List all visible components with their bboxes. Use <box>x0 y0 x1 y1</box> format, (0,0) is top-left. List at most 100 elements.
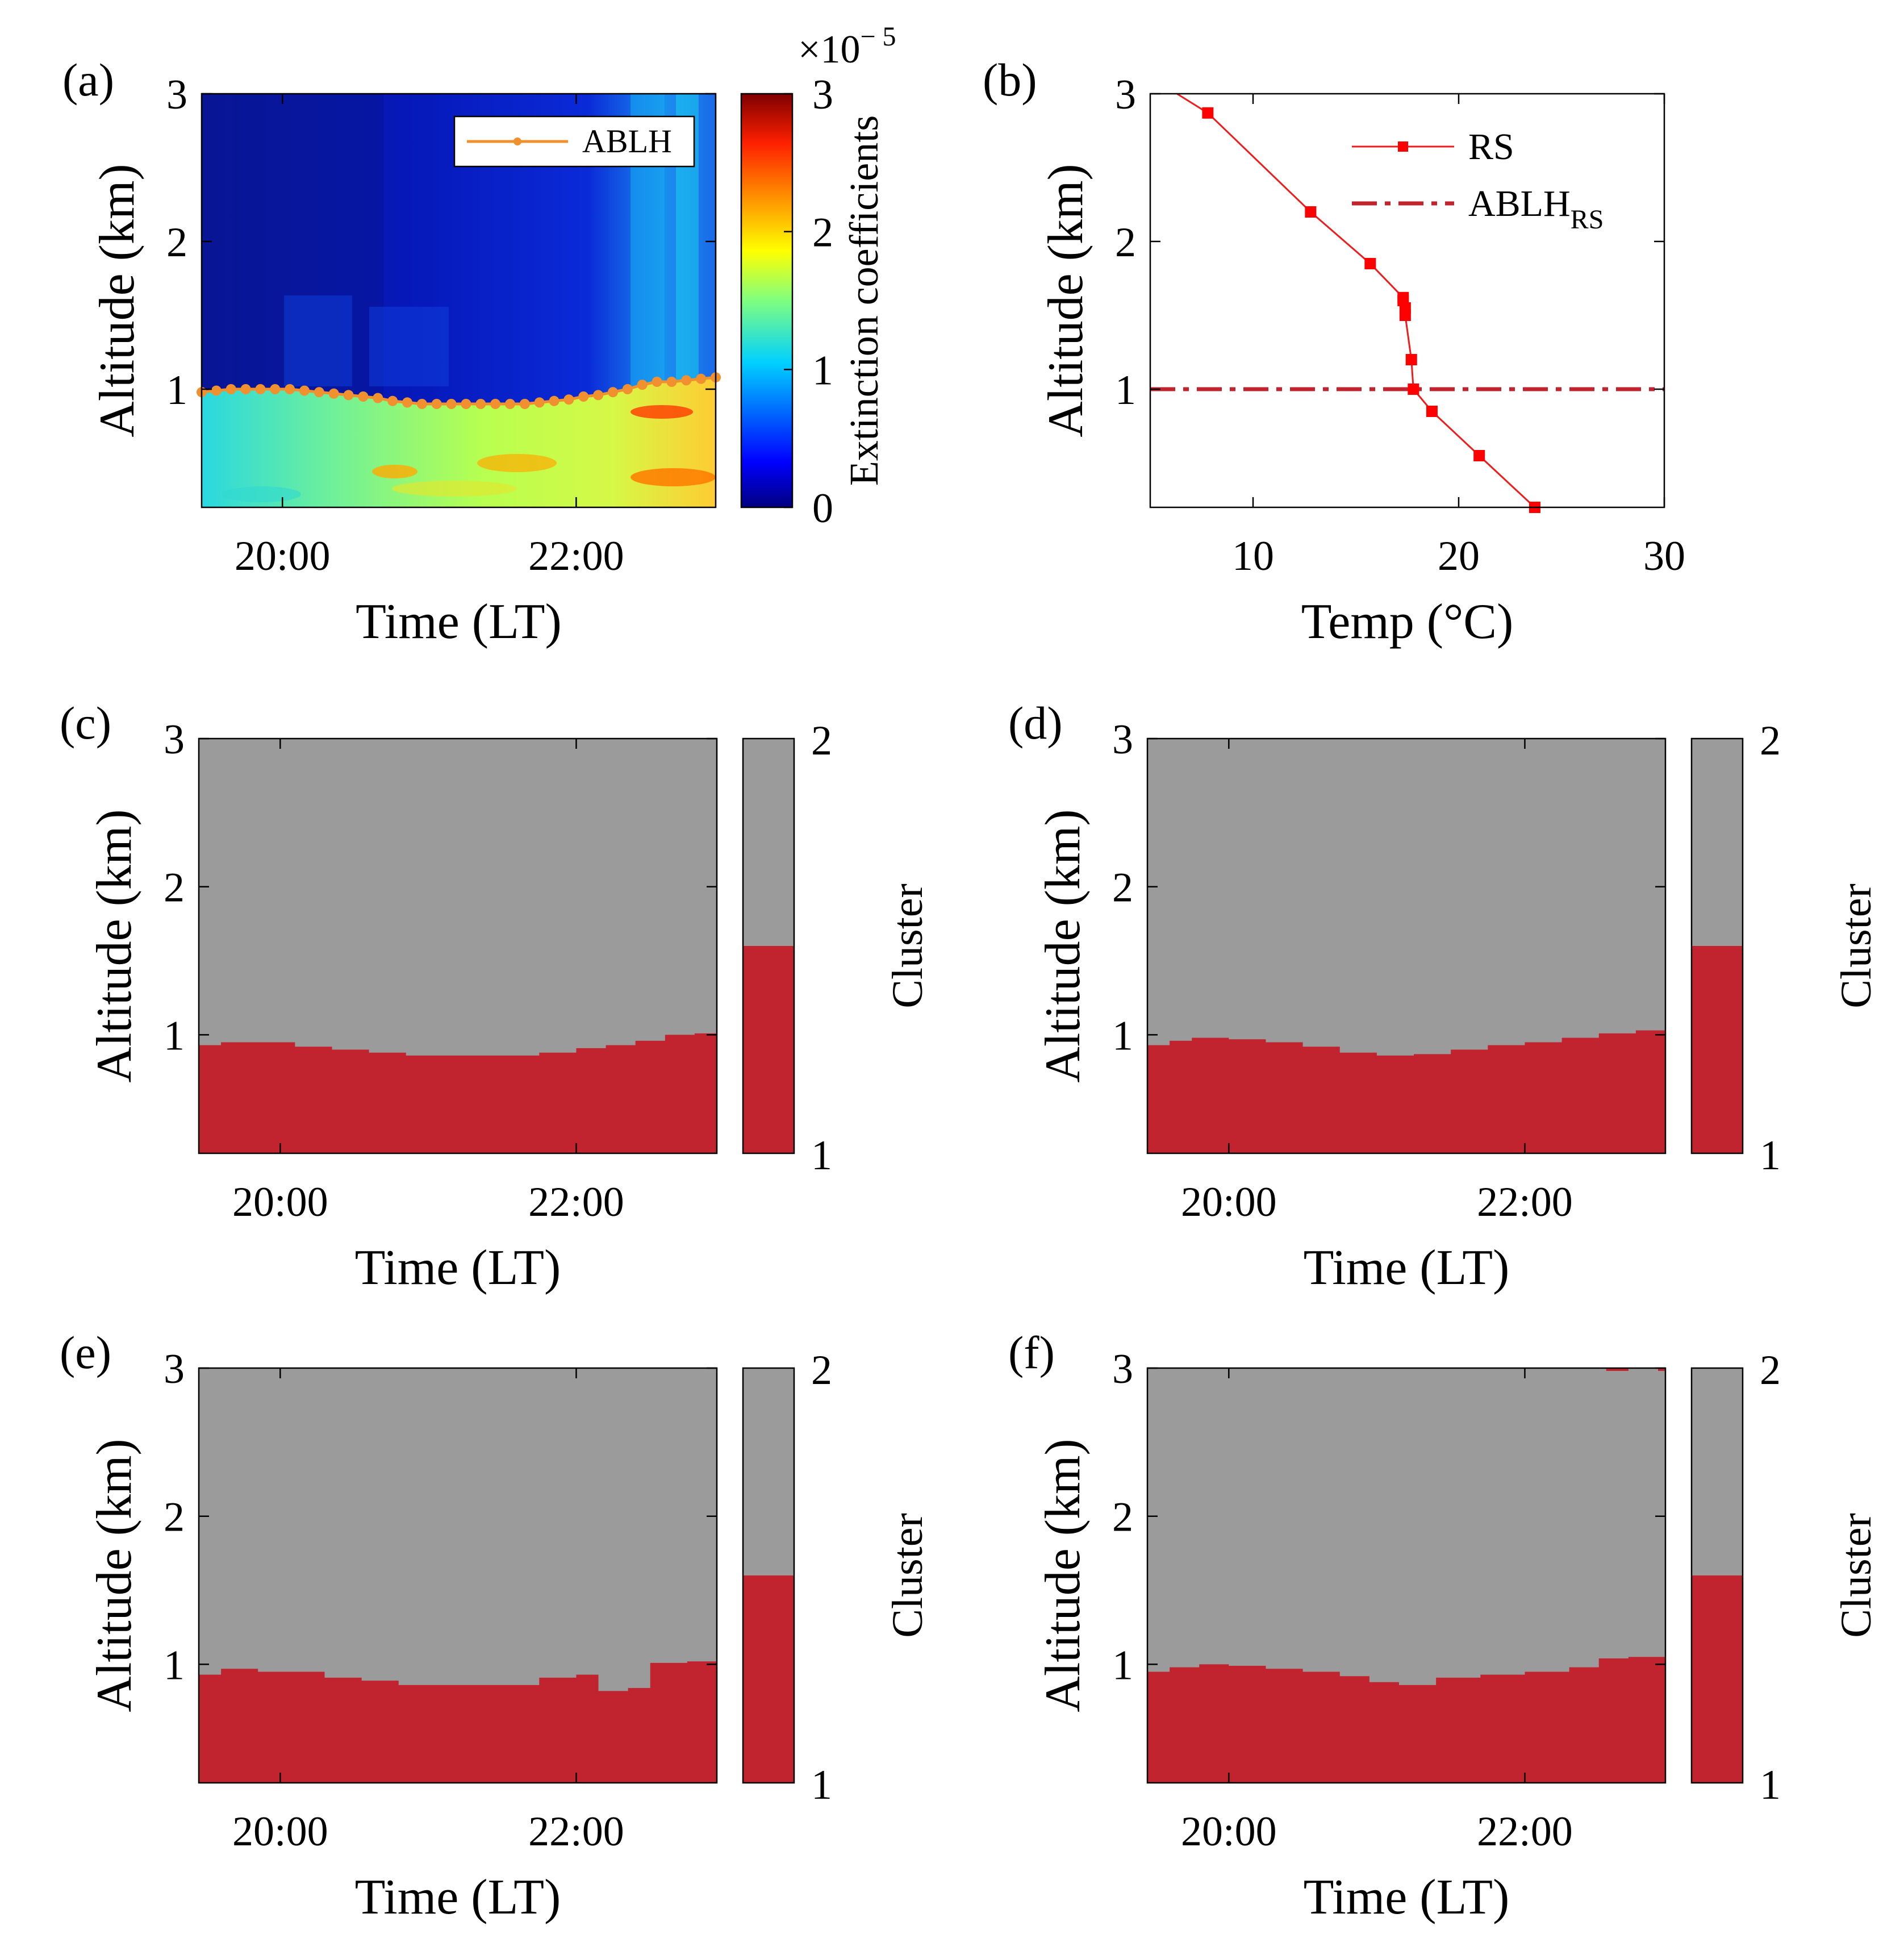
colorbar-a <box>740 93 794 508</box>
x-tick-label: 20:00 <box>1181 1179 1277 1225</box>
colorbar-tick-label: 1 <box>811 1762 832 1808</box>
x-tick-label: 20:00 <box>232 1808 328 1855</box>
ablh-point <box>549 395 559 406</box>
cluster-1-artifact <box>1606 1368 1629 1371</box>
x-tick-label: 30 <box>1643 533 1685 580</box>
x-tick-label: 22:00 <box>528 1808 624 1855</box>
x-tick-label: 20:00 <box>235 533 331 580</box>
rs-point <box>1408 383 1419 395</box>
ablh-point <box>416 399 427 409</box>
colorbar-tick-label: 2 <box>811 1347 832 1394</box>
y-axis-title: Altitude (km) <box>1035 809 1091 1082</box>
ablh-point <box>226 384 236 394</box>
colorbar-a-ticks: 0 1 2 3 <box>784 72 833 532</box>
ablh-point <box>681 375 692 386</box>
ablh-point <box>343 390 354 401</box>
y-tick-label: 1 <box>1115 367 1136 414</box>
ablh-point <box>285 384 295 394</box>
panel-frame <box>198 1367 718 1784</box>
colorbar-label: Cluster <box>884 1513 932 1638</box>
colorbar-tick-label: 2 <box>811 718 832 764</box>
cluster-1-region <box>199 1658 717 1783</box>
ablh-point <box>240 384 251 394</box>
y-axis-title: Altitude (km) <box>1038 164 1093 437</box>
x-tick-label: 22:00 <box>528 1179 624 1225</box>
x-tick-label: 20:00 <box>1181 1808 1277 1855</box>
y-axis-title: Altitude (km) <box>87 809 142 1082</box>
x-axis-title: Time (LT) <box>355 1870 561 1925</box>
colorbar-cluster-1 <box>743 1575 794 1783</box>
panel-a-axes: 20:00 22:00 1 2 3 Time (LT) Altitude (km) <box>90 72 716 649</box>
colorbar-tick-label: 1 <box>1760 1762 1781 1808</box>
ablh-point <box>578 391 589 402</box>
x-tick-label: 20:00 <box>232 1179 328 1225</box>
ablh-point <box>211 385 222 396</box>
x-axis-title: Temp (°C) <box>1301 594 1514 649</box>
colorbar-frame <box>1690 737 1744 1154</box>
panel-label: (e) <box>60 1327 111 1378</box>
colorbar-label: Cluster <box>1832 1513 1880 1638</box>
colorbar-cluster-2 <box>1692 1368 1743 1575</box>
rs-point <box>1397 291 1409 303</box>
legend-label-ablh-rs: ABLHRS <box>1468 183 1604 235</box>
panel-b: (b) 10 20 30 1 2 3 Temp (°C) Altitude (km) RS A… <box>983 54 1685 649</box>
panel-a-frame <box>201 93 717 508</box>
colorbar-tick-label: 3 <box>812 72 833 118</box>
x-axis-title: Time (LT) <box>1304 1870 1510 1925</box>
ablh-point <box>534 397 545 408</box>
x-axis-title: Time (LT) <box>355 1240 561 1295</box>
panel-a-label: (a) <box>62 54 114 106</box>
ablh-point <box>446 399 457 409</box>
colorbar-tick-label: 2 <box>1760 718 1781 764</box>
lower-field <box>202 377 716 507</box>
colorbar-tick-label: 1 <box>1760 1132 1781 1179</box>
panel-frame <box>1146 737 1667 1154</box>
panel-d: (d) 20:00 22:00 1 2 3 Time (LT) Altitude (km) 1 2… <box>1008 697 1880 1295</box>
colorbar-cluster-2 <box>1692 739 1743 946</box>
panel-label: (c) <box>60 697 111 749</box>
ablh-point <box>475 399 486 409</box>
colorbar-label: Cluster <box>884 883 932 1008</box>
ablh-point <box>622 384 633 394</box>
rs-point <box>1473 450 1485 461</box>
x-axis-title: Time (LT) <box>356 594 562 649</box>
panel-label: (f) <box>1008 1327 1055 1378</box>
y-tick-label: 3 <box>164 1346 185 1393</box>
rs-point <box>1426 406 1438 417</box>
x-tick-label: 22:00 <box>528 533 624 580</box>
colorbar-tick-label: 1 <box>811 1132 832 1179</box>
panel-label: (d) <box>1008 697 1063 749</box>
y-tick-label: 1 <box>1112 1012 1133 1059</box>
ablh-point <box>461 399 471 409</box>
colorbar-label: Cluster <box>1832 883 1880 1008</box>
y-tick-label: 3 <box>1112 1346 1133 1393</box>
ablh-point <box>519 399 530 409</box>
ablh-point <box>563 394 574 405</box>
ablh-point <box>328 388 339 399</box>
colorbar-a-label: Extinction coefficients <box>841 115 887 486</box>
ablh-point <box>255 384 266 394</box>
panel-b-frame <box>1149 93 1665 508</box>
panel-b-axes: 10 20 30 1 2 3 Temp (°C) Altitude (km) <box>1038 72 1685 649</box>
colorbar-frame <box>742 737 795 1154</box>
colorbar-cluster-2 <box>743 1368 794 1575</box>
panel-a-legend: ABLH <box>453 115 695 168</box>
y-tick-label: 2 <box>1112 1494 1133 1541</box>
cluster-panels: (c) 20:00 22:00 1 2 3 Time (LT) Altitude (km) 1 2… <box>60 697 1880 1925</box>
y-tick-label: 2 <box>1112 865 1133 911</box>
y-tick-label: 2 <box>1115 219 1136 266</box>
y-axis-title: Altitude (km) <box>1035 1439 1091 1712</box>
y-tick-label: 1 <box>1112 1642 1133 1689</box>
colorbar-cluster-1 <box>743 946 794 1153</box>
ablh-point <box>387 395 398 406</box>
ablh-point <box>490 399 501 409</box>
ablh-point <box>505 399 515 409</box>
ablh-point <box>696 373 707 384</box>
panel-b-label: (b) <box>983 54 1037 106</box>
y-tick-label: 3 <box>1115 72 1136 118</box>
panel-frame <box>198 737 718 1154</box>
y-tick-label: 3 <box>166 72 187 118</box>
x-tick-label: 22:00 <box>1477 1808 1573 1855</box>
cluster-1-region <box>199 1030 717 1153</box>
y-tick-label: 3 <box>1112 716 1133 763</box>
